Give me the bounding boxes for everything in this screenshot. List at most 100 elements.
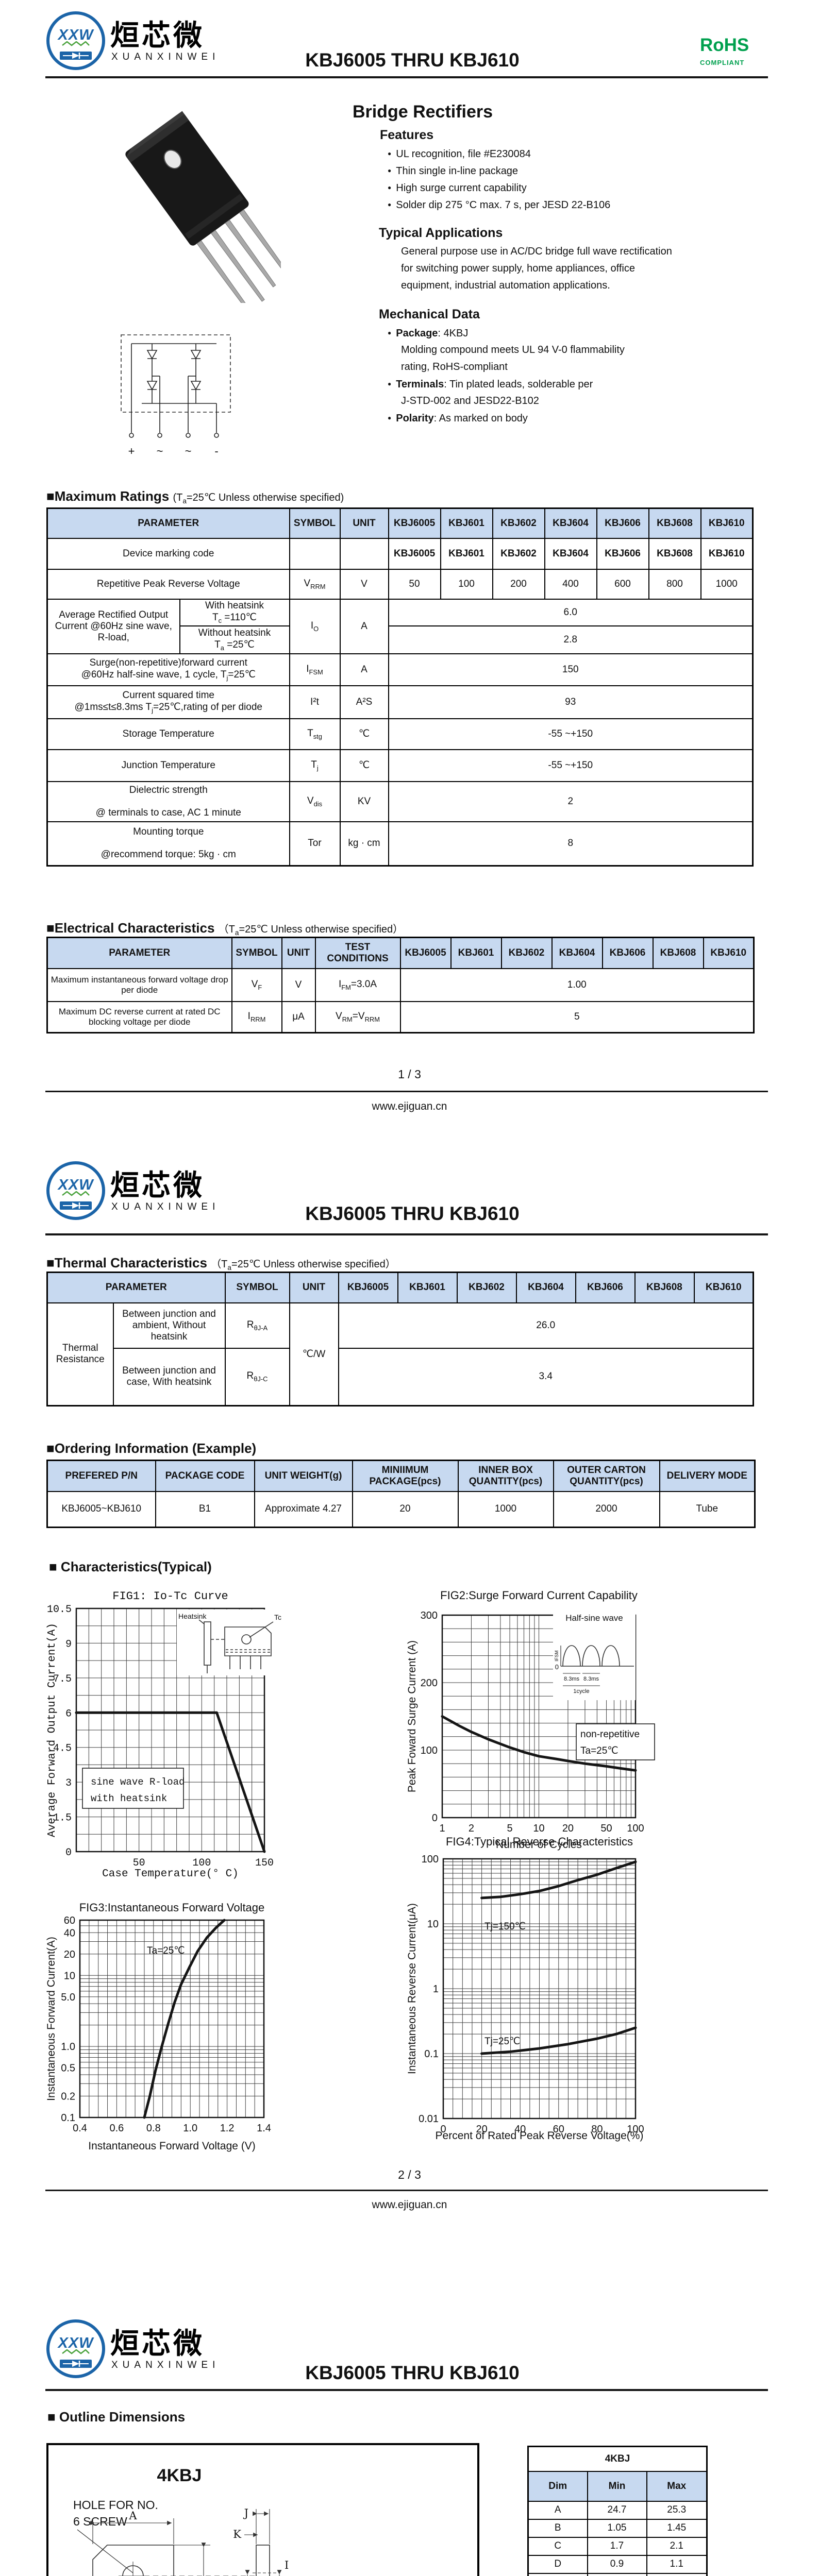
dim-letter: K bbox=[233, 2528, 241, 2540]
svg-text:50: 50 bbox=[133, 1857, 145, 1869]
cell: IFSM bbox=[289, 653, 341, 686]
svg-text:Instantaneous Reverse Current(: Instantaneous Reverse Current(μA) bbox=[407, 1903, 418, 2074]
outline-drawing: 4KBJ HOLE FOR NO. 6 SCREW + ~ ~ - bbox=[46, 2443, 479, 2576]
svg-text:0.01: 0.01 bbox=[419, 2113, 439, 2125]
svg-text:FIG1: Io-Tc Curve: FIG1: Io-Tc Curve bbox=[112, 1590, 228, 1603]
cell: 1.00 bbox=[399, 968, 755, 1002]
page-title: KBJ6005 THRU KBJ610 bbox=[305, 1203, 520, 1224]
cell: 7.7 bbox=[646, 2572, 708, 2576]
svg-text:100: 100 bbox=[627, 1823, 644, 1834]
cell: SYMBOL bbox=[231, 937, 282, 969]
website-link[interactable]: www.ejiguan.cn bbox=[372, 1100, 447, 1112]
table-row: Maximum instantaneous forward voltage dr… bbox=[46, 968, 755, 1002]
svg-text:1.0: 1.0 bbox=[183, 2123, 197, 2134]
cell: SYMBOL bbox=[289, 507, 341, 539]
max-ratings-heading: ■Maximum Ratings (Ta=25℃ Unless otherwis… bbox=[46, 488, 344, 505]
cell: B1 bbox=[155, 1490, 255, 1528]
svg-text:9: 9 bbox=[65, 1638, 72, 1650]
footer-rule bbox=[45, 2190, 768, 2191]
cell: KBJ610 bbox=[693, 1272, 754, 1303]
terminal-label: + bbox=[128, 445, 135, 457]
cell: VRM=VRRM bbox=[314, 1001, 401, 1033]
terminal-label: ~ bbox=[157, 445, 163, 457]
page-number: 2 / 3 bbox=[398, 2168, 421, 2181]
electrical-heading: ■Electrical Characteristics （Ta=25℃ Unle… bbox=[46, 920, 404, 937]
svg-text:Number of Cycles: Number of Cycles bbox=[496, 1839, 582, 1851]
svg-text:5: 5 bbox=[507, 1823, 512, 1834]
svg-text:Average Forward Output Current: Average Forward Output Current(A) bbox=[46, 1623, 58, 1837]
cell: I²t bbox=[289, 685, 341, 719]
svg-text:0.1: 0.1 bbox=[61, 2112, 75, 2124]
mech-line: rating, RoHS-compliant bbox=[401, 361, 508, 372]
svg-text:sine wave R-load: sine wave R-load bbox=[91, 1776, 185, 1788]
bullet-icon: ● bbox=[388, 414, 392, 421]
svg-text:1: 1 bbox=[433, 1984, 439, 1995]
cell: VRRM bbox=[289, 568, 341, 600]
cell: KBJ606 bbox=[601, 937, 654, 969]
cell: Surge(non-repetitive)forward current @60H… bbox=[46, 653, 290, 686]
cell: 1.1 bbox=[646, 2554, 708, 2574]
cell: 800 bbox=[648, 568, 701, 600]
table-header-row: PREFERED P/N PACKAGE CODE UNIT WEIGHT(g) MI… bbox=[46, 1460, 756, 1492]
cell: Average Rectified Output Current @60Hz s… bbox=[46, 598, 180, 654]
cell: KBJ608 bbox=[648, 507, 701, 539]
website-link[interactable]: www.ejiguan.cn bbox=[372, 2199, 447, 2211]
applications-heading: Typical Applications bbox=[379, 226, 503, 240]
ordering-heading: ■Ordering Information (Example) bbox=[46, 1440, 257, 1456]
svg-text:2: 2 bbox=[469, 1823, 474, 1834]
drawing-hole-note: 6 SCREW bbox=[73, 2515, 127, 2528]
svg-text:20: 20 bbox=[562, 1823, 574, 1834]
svg-text:100: 100 bbox=[192, 1857, 211, 1869]
svg-text:1.4: 1.4 bbox=[257, 2123, 271, 2134]
svg-text:0: 0 bbox=[432, 1812, 438, 1824]
cell: KBJ601 bbox=[440, 537, 493, 570]
table-row: D 0.9 1.1 bbox=[527, 2554, 708, 2574]
svg-text:with heatsink: with heatsink bbox=[91, 1793, 167, 1804]
cell: Mounting torque @recommend torque: 5kg · … bbox=[46, 821, 290, 867]
cell: ℃/W bbox=[289, 1302, 339, 1406]
cell: KBJ602 bbox=[492, 507, 545, 539]
cell bbox=[289, 537, 341, 570]
bullet-icon: ● bbox=[388, 167, 392, 174]
cell: 8 bbox=[388, 821, 754, 867]
mech-line: J-STD-002 and JESD22-B102 bbox=[401, 395, 539, 406]
table-row: C 1.7 2.1 bbox=[527, 2536, 708, 2556]
cell: -55 ~+150 bbox=[388, 749, 754, 782]
cell: A bbox=[339, 653, 389, 686]
cell: KV bbox=[339, 781, 389, 822]
dim-letter: J bbox=[243, 2507, 248, 2519]
characteristics-heading: ■ Characteristics(Typical) bbox=[49, 1559, 212, 1574]
svg-text:200: 200 bbox=[421, 1677, 438, 1689]
header-rule bbox=[45, 2389, 768, 2391]
fig2-halfsine-inset: Half-sine wave IFSM 0 8.3ms 8.3ms 1cycle bbox=[553, 1608, 636, 1700]
cell: -55 ~+150 bbox=[388, 718, 754, 750]
cell: RθJ-A bbox=[224, 1302, 290, 1349]
cell: 24.7 bbox=[587, 2500, 647, 2520]
cell: KBJ602 bbox=[492, 537, 545, 570]
cell: B bbox=[527, 2518, 588, 2538]
cell: 93 bbox=[388, 685, 754, 719]
inset-label-tc: Tc bbox=[274, 1613, 281, 1621]
svg-text:50: 50 bbox=[600, 1823, 612, 1834]
cell: IO bbox=[289, 598, 341, 654]
svg-text:Instantaneous Forward Voltage: Instantaneous Forward Voltage (V) bbox=[88, 2140, 256, 2152]
svg-text:150: 150 bbox=[255, 1857, 274, 1869]
table-row: A 24.7 25.3 bbox=[527, 2500, 708, 2520]
cell: KBJ606 bbox=[596, 507, 649, 539]
logo-zigzag-icon bbox=[62, 1191, 90, 1196]
mech-item-terminals: ● Terminals: Tin plated leads, solderable… bbox=[388, 379, 593, 390]
thermal-heading: ■Thermal Characteristics （Ta=25℃ Unless … bbox=[46, 1255, 396, 1272]
logo-diode-icon bbox=[60, 52, 92, 60]
svg-text:5.0: 5.0 bbox=[61, 1992, 75, 2003]
product-heading: Bridge Rectifiers bbox=[352, 102, 493, 122]
cell: TEST CONDITIONS bbox=[314, 937, 401, 969]
bridge-circuit-diagram: + ~ ~ - bbox=[121, 334, 231, 457]
max-ratings-table: PARAMETER SYMBOL UNIT KBJ6005 KBJ601 KBJ60… bbox=[46, 507, 754, 867]
terminal-label: ~ bbox=[185, 445, 192, 457]
table-row: B 1.05 1.45 bbox=[527, 2518, 708, 2538]
table-row: Average Rectified Output Current @60Hz s… bbox=[46, 598, 754, 654]
table-row: Dielectric strength @ terminals to case, … bbox=[46, 781, 754, 822]
cell: KBJ6005 bbox=[399, 937, 452, 969]
cell: Max bbox=[646, 2470, 708, 2502]
